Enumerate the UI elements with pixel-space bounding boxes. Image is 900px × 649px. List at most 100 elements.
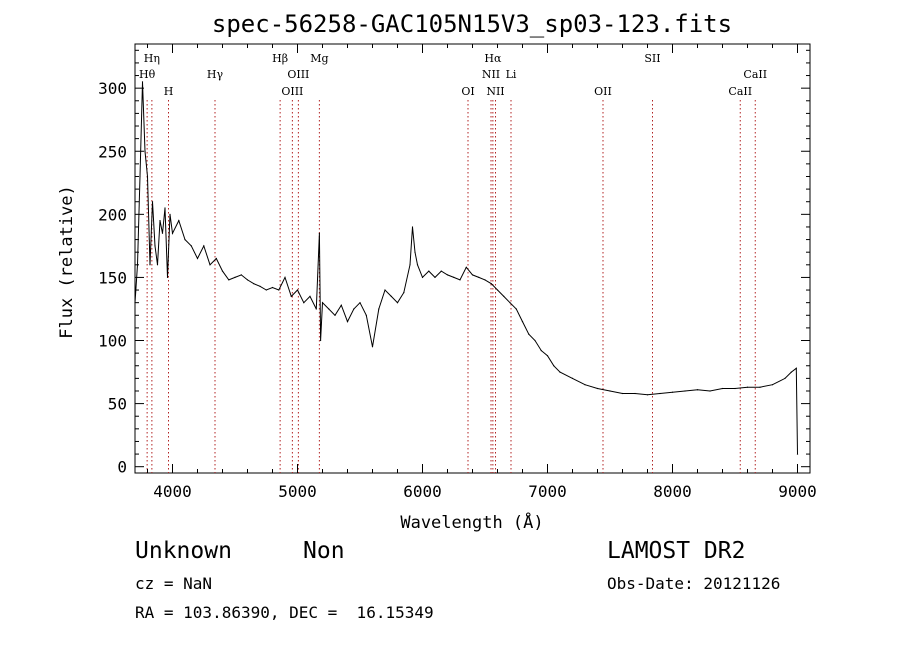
spectrum-point — [571, 377, 574, 379]
y-tick-label: 100 — [98, 332, 127, 351]
spectrum-point — [144, 150, 146, 152]
spectrum-point — [159, 220, 161, 222]
spectrum-point — [240, 274, 242, 276]
obs-date: Obs-Date: 20121126 — [607, 574, 781, 593]
spectrum-point — [509, 302, 511, 304]
object-subclass: Non — [303, 538, 345, 564]
line-marker-label: Hη — [144, 52, 160, 65]
spectrum-point — [528, 333, 530, 335]
spectrum-point — [515, 308, 517, 310]
spectrum-point — [215, 257, 217, 260]
spectrum-point — [178, 220, 180, 222]
spectrum-point — [359, 302, 361, 304]
y-tick-label: 250 — [98, 142, 127, 161]
spectrum-point — [221, 270, 224, 272]
spectrum-point — [396, 302, 399, 304]
spectrum-point — [340, 304, 342, 306]
spectrum-point — [309, 295, 311, 297]
spectrum-point — [136, 264, 139, 266]
spectrum-point — [796, 453, 799, 455]
spectrum-point — [411, 226, 414, 228]
y-tick-label: 50 — [108, 395, 127, 414]
spectrum-point — [503, 295, 505, 297]
spectrum-point — [421, 276, 424, 278]
spectrum-point — [496, 289, 499, 291]
spectrum-point — [559, 371, 561, 373]
redshift-value: cz = NaN — [135, 574, 213, 593]
spectrum-point — [290, 295, 292, 297]
spectrum-point — [403, 292, 405, 294]
spectrum-point — [771, 384, 774, 386]
spectrum-point — [134, 302, 136, 304]
spectrum-point — [746, 386, 749, 388]
spectrum-point — [634, 392, 636, 395]
spectrum-point — [161, 232, 164, 234]
spectrum-point — [146, 175, 149, 178]
spectrum-point — [684, 390, 686, 392]
spectrum-point — [209, 264, 211, 266]
spectrum-point — [246, 279, 249, 281]
line-marker-label: Hα — [484, 52, 502, 65]
spectrum-point — [284, 276, 286, 278]
spectrum-point — [734, 387, 736, 390]
spectrum-point — [190, 245, 192, 247]
spectrum-point — [203, 245, 205, 247]
spectrum-point — [149, 264, 151, 266]
y-tick-label: 300 — [98, 79, 127, 98]
spectrum-point — [321, 302, 324, 304]
spectrum-point — [784, 377, 786, 379]
spectrum-point — [646, 394, 649, 396]
y-tick-label: 0 — [117, 458, 127, 477]
spectrum-point — [139, 175, 141, 178]
line-markers: HηHθHHγHβOIIIOIIIMgOIHαNIINIILiOIISIICaI… — [139, 52, 767, 473]
spectrum-point — [234, 276, 236, 278]
spectrum-point — [184, 239, 186, 241]
spectrum-point — [371, 346, 374, 348]
spectrum-point — [428, 270, 430, 272]
spectrum-point — [228, 279, 230, 281]
x-tick-label: 6000 — [403, 482, 442, 501]
spectrum-data — [134, 81, 799, 455]
spectrum-point — [446, 274, 449, 276]
axis-ticks: 4000 5000 6000 7000 8000 9000 0 50 100 150 200 250 3… — [98, 44, 817, 501]
spectrum-point — [141, 81, 144, 83]
spectrum-point — [253, 283, 255, 285]
y-axis-label: Flux (relative) — [57, 185, 77, 339]
spectrum-point — [471, 274, 474, 276]
line-marker-label: Hγ — [207, 68, 224, 81]
spectrum-point — [621, 392, 624, 395]
line-marker-label: SII — [644, 52, 660, 65]
spectrum-point — [553, 365, 555, 367]
line-marker-label: Hθ — [139, 68, 156, 81]
spectrum-point — [346, 321, 349, 323]
y-tick-label: 150 — [98, 268, 127, 287]
survey-name: LAMOST DR2 — [607, 538, 746, 564]
spectrum-point — [271, 286, 274, 289]
spectrum-point — [490, 283, 492, 285]
spectrum-point — [196, 257, 199, 260]
spectrum-point — [721, 387, 724, 390]
spectrum-point — [434, 276, 436, 278]
spectrum-point — [334, 314, 336, 316]
x-tick-label: 7000 — [528, 482, 567, 501]
spectrum-point — [453, 276, 455, 278]
line-marker-label: NII — [486, 85, 504, 98]
spectrum-point — [384, 289, 386, 291]
object-type: Unknown — [135, 538, 232, 564]
x-tick-label: 9000 — [778, 482, 817, 501]
spectrum-point — [353, 308, 355, 310]
y-tick-label: 200 — [98, 205, 127, 224]
spectrum-point — [484, 279, 486, 281]
spectrum-point — [169, 213, 171, 215]
spectrum-point — [584, 384, 586, 386]
line-marker-label: NII — [482, 68, 500, 81]
line-marker-label: Li — [506, 68, 517, 81]
spectrum-point — [709, 390, 711, 392]
spectrum-line — [134, 81, 798, 455]
spectrum-point — [378, 308, 380, 310]
spectrum-point — [171, 232, 174, 234]
spectrum-point — [540, 350, 542, 352]
spectrum-point — [265, 289, 267, 291]
line-marker-label: H — [164, 85, 174, 98]
